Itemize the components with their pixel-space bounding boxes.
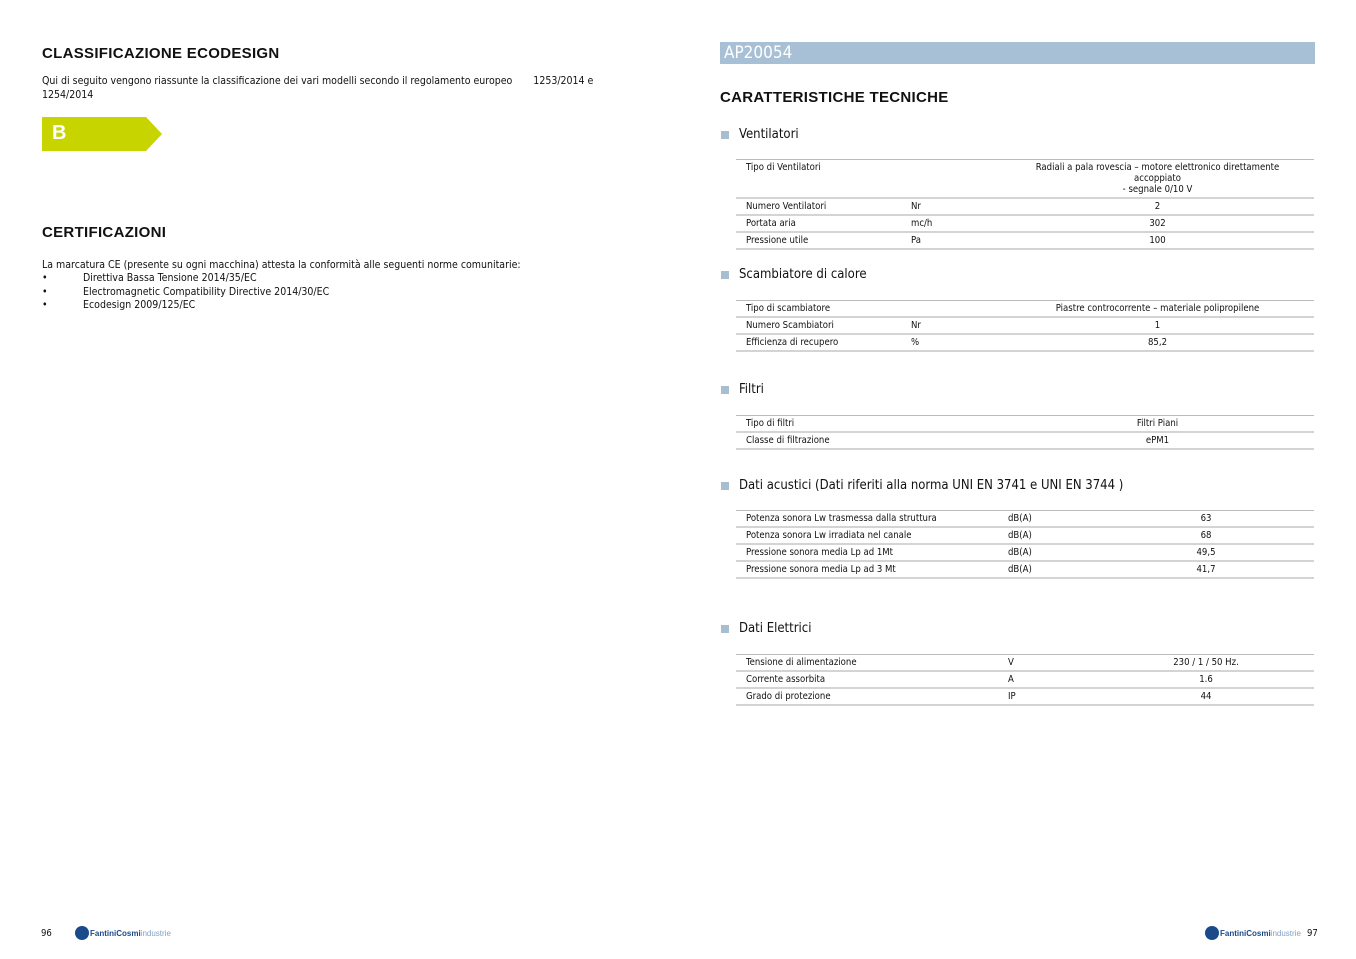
table-row: Pressione sonora media Lp ad 1Mt dB(A) 49,… <box>736 544 1314 562</box>
row-value: Filtri Piani <box>1001 415 1314 433</box>
row-label: Corrente assorbita <box>736 671 998 689</box>
row-value: 63 <box>1098 510 1314 528</box>
row-value: 85,2 <box>1001 334 1314 352</box>
row-value: 68 <box>1098 527 1314 545</box>
table-row: Pressione utile Pa 100 <box>736 232 1314 250</box>
row-label: Pressione utile <box>736 232 901 250</box>
row-value: ePM1 <box>1001 432 1314 450</box>
row-unit: V <box>998 654 1098 672</box>
row-unit <box>901 300 1001 318</box>
row-label: Tensione di alimentazione <box>736 654 998 672</box>
cert-list: • Direttiva Bassa Tensione 2014/35/EC • Ele… <box>42 272 329 313</box>
bullet-square-icon <box>721 270 729 279</box>
row-unit: dB(A) <box>998 561 1098 579</box>
section-heading: Filtri <box>721 382 764 397</box>
bullet-square-icon <box>721 624 729 633</box>
row-unit <box>901 159 1001 199</box>
table-row: Tipo di Ventilatori Radiali a pala rovesc… <box>736 159 1314 199</box>
row-label: Potenza sonora Lw irradiata nel canale <box>736 527 998 545</box>
intro-line: 1254/2014 <box>42 88 94 101</box>
intro-line: Qui di seguito vengono riassunte la clas… <box>42 75 594 87</box>
spec-table: Potenza sonora Lw trasmessa dalla strutt… <box>736 510 1314 579</box>
spec-table: Tipo di Ventilatori Radiali a pala rovesc… <box>736 159 1314 250</box>
row-unit: Pa <box>901 232 1001 250</box>
spec-table: Tensione di alimentazione V 230 / 1 / 50 H… <box>736 654 1314 706</box>
row-unit: mc/h <box>901 215 1001 233</box>
bullet-square-icon <box>721 385 729 394</box>
table-row: Tensione di alimentazione V 230 / 1 / 50 H… <box>736 654 1314 672</box>
row-value: 41,7 <box>1098 561 1314 579</box>
page-number-left: 96 <box>41 928 52 939</box>
row-label: Tipo di filtri <box>736 415 901 433</box>
row-label: Efficienza di recupero <box>736 334 901 352</box>
table-row: Pressione sonora media Lp ad 3 Mt dB(A) 41… <box>736 561 1314 579</box>
row-value: 2 <box>1001 198 1314 216</box>
table-row: Portata aria mc/h 302 <box>736 215 1314 233</box>
cert-item: • Ecodesign 2009/125/EC <box>42 299 196 311</box>
row-value: 100 <box>1001 232 1314 250</box>
ecodesign-intro: Qui di seguito vengono riassunte la clas… <box>42 75 593 102</box>
table-row: Efficienza di recupero% 85,2 <box>736 334 1314 352</box>
table-row: Grado di protezione IP 44 <box>736 688 1314 706</box>
bullet-square-icon <box>721 130 729 139</box>
spec-table: Tipo di scambiatore Piastre controcorrent… <box>736 300 1314 352</box>
table-row: Corrente assorbita A 1.6 <box>736 671 1314 689</box>
table-row: Tipo di scambiatore Piastre controcorrent… <box>736 300 1314 318</box>
row-unit: Nr <box>901 317 1001 335</box>
brand-logo: FantiniCosmi industrie <box>75 926 171 940</box>
tech-title: CARATTERISTICHE TECNICHE <box>720 89 949 106</box>
section-heading: Dati acustici (Dati riferiti alla norma … <box>721 478 1123 493</box>
row-label: Classe di filtrazione <box>736 432 901 450</box>
table-row: Classe di filtrazione ePM1 <box>736 432 1314 450</box>
ecodesign-title: CLASSIFICAZIONE ECODESIGN <box>42 45 280 62</box>
bullet-square-icon <box>721 481 729 490</box>
brand-logo: FantiniCosmi industrie <box>1205 926 1301 940</box>
row-unit: % <box>901 334 1001 352</box>
row-value: 1 <box>1001 317 1314 335</box>
row-label: Portata aria <box>736 215 901 233</box>
row-label: Tipo di scambiatore <box>736 300 901 318</box>
row-unit: dB(A) <box>998 527 1098 545</box>
row-unit: Nr <box>901 198 1001 216</box>
cert-item: • Electromagnetic Compatibility Directive… <box>42 285 330 298</box>
section-heading: Scambiatore di calore <box>721 267 867 282</box>
row-unit <box>901 415 1001 433</box>
row-label: Tipo di Ventilatori <box>736 159 901 199</box>
row-label: Potenza sonora Lw trasmessa dalla strutt… <box>736 510 998 528</box>
row-value: 1.6 <box>1098 671 1314 689</box>
cert-item: • Direttiva Bassa Tensione 2014/35/EC <box>42 272 257 284</box>
table-row: Tipo di filtri Filtri Piani <box>736 415 1314 433</box>
model-header: AP20054 <box>720 42 1315 64</box>
cert-title: CERTIFICAZIONI <box>42 224 167 241</box>
table-row: Numero Scambiatori Nr 1 <box>736 317 1314 335</box>
row-value: 44 <box>1098 688 1314 706</box>
row-value: Radiali a pala rovescia – motore elettro… <box>1001 159 1314 199</box>
row-unit: IP <box>998 688 1098 706</box>
row-unit <box>901 432 1001 450</box>
table-row: Numero Ventilatori Nr 2 <box>736 198 1314 216</box>
section-heading: Dati Elettrici <box>721 621 811 636</box>
section-heading: Ventilatori <box>721 127 799 142</box>
table-row: Potenza sonora Lw irradiata nel canale dB… <box>736 527 1314 545</box>
row-label: Numero Scambiatori <box>736 317 901 335</box>
row-value: 49,5 <box>1098 544 1314 562</box>
row-label: Pressione sonora media Lp ad 1Mt <box>736 544 998 562</box>
row-unit: A <box>998 671 1098 689</box>
table-row: Potenza sonora Lw trasmessa dalla strutt… <box>736 510 1314 528</box>
row-unit: dB(A) <box>998 510 1098 528</box>
page-number-right: 97 <box>1307 928 1318 939</box>
row-label: Numero Ventilatori <box>736 198 901 216</box>
row-value: 230 / 1 / 50 Hz. <box>1098 654 1314 672</box>
energy-class-letter: B <box>52 122 67 144</box>
cert-intro: La marcatura CE (presente su ogni macchi… <box>42 259 521 271</box>
row-value: 302 <box>1001 215 1314 233</box>
spec-table: Tipo di filtri Filtri Piani Classe di filt… <box>736 415 1314 450</box>
energy-class-badge: B <box>42 117 162 151</box>
row-unit: dB(A) <box>998 544 1098 562</box>
row-label: Pressione sonora media Lp ad 3 Mt <box>736 561 998 579</box>
row-value: Piastre controcorrente – materiale polip… <box>1001 300 1314 318</box>
row-label: Grado di protezione <box>736 688 998 706</box>
